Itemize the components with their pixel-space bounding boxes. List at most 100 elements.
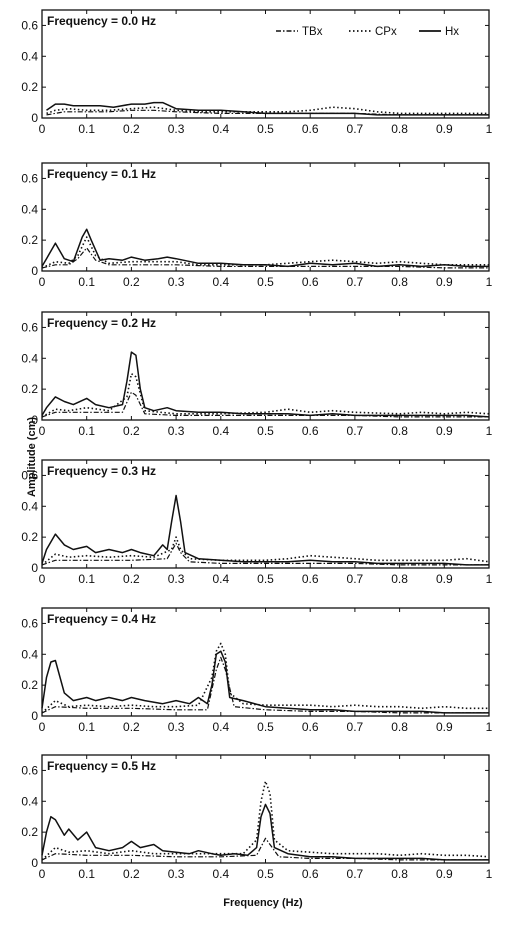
x-tick-label: 0.2 (123, 867, 140, 881)
x-tick-label: 0.8 (391, 122, 408, 136)
legend-label-hx: Hx (445, 26, 459, 38)
series-line-cpx (41, 780, 490, 861)
x-tick-label: 0.9 (436, 122, 453, 136)
x-tick-label: 0.5 (257, 424, 274, 438)
x-tick-label: 0.3 (168, 867, 185, 881)
x-tick-label: 0.4 (212, 424, 229, 438)
series-line-hx (41, 494, 489, 566)
panel-title: Frequency = 0.4 Hz (47, 612, 156, 626)
panel-4: 0 0.1 0.2 0.3 0.4 0.5 0.6 0.7 0.8 0.9 1 0 0.2 0.4 0.6 F… (21, 607, 493, 734)
x-tick-label: 1 (486, 275, 493, 289)
y-tick-label: 0.2 (21, 80, 38, 94)
x-tick-label: 0.9 (436, 275, 453, 289)
x-tick-label: 0.9 (436, 572, 453, 586)
legend-label-cpx: CPx (375, 26, 397, 38)
x-tick-label: 0.4 (212, 720, 229, 734)
x-tick-label: 1 (486, 720, 493, 734)
series-line-tbx (46, 109, 489, 116)
panel-2: 0 0.1 0.2 0.3 0.4 0.5 0.6 0.7 0.8 0.9 1 0 0.2 0.4 0.6 F… (21, 311, 493, 438)
panel-title: Frequency = 0.3 Hz (47, 464, 156, 478)
series-line-hx (41, 650, 489, 714)
x-tick-label: 0.5 (257, 720, 274, 734)
y-tick-label: 0.6 (21, 171, 38, 185)
y-tick-label: 0.2 (21, 825, 38, 839)
x-tick-label: 0.3 (168, 720, 185, 734)
y-tick-label: 0 (31, 111, 38, 125)
x-tick-label: 0.2 (123, 275, 140, 289)
y-tick-label: 0.6 (21, 763, 38, 777)
y-axis-label: Amplitude (cm) (26, 417, 38, 497)
x-tick-label: 0.7 (347, 720, 364, 734)
series-line-hx (41, 351, 490, 418)
y-tick-label: 0.2 (21, 678, 38, 692)
y-tick-label: 0 (31, 856, 38, 870)
y-tick-label: 0.4 (21, 499, 38, 513)
series-line-cpx (41, 372, 490, 418)
x-tick-label: 0 (39, 122, 46, 136)
x-tick-label: 0.7 (347, 275, 364, 289)
y-tick-label: 0.4 (21, 351, 38, 365)
x-tick-label: 0.3 (168, 275, 185, 289)
x-tick-label: 0.5 (257, 867, 274, 881)
series-line-cpx (46, 106, 489, 115)
x-tick-label: 0.9 (436, 867, 453, 881)
legend: TBx CPx Hx (276, 26, 459, 38)
y-tick-label: 0.4 (21, 794, 38, 808)
y-tick-label: 0 (31, 264, 38, 278)
panel-0: 0 0.1 0.2 0.3 0.4 0.5 0.6 0.7 0.8 0.9 1 0 0.2 0.4 0.6 F… (21, 9, 493, 136)
x-tick-label: 0.3 (168, 424, 185, 438)
y-tick-label: 0.4 (21, 49, 38, 63)
x-tick-label: 0.6 (302, 424, 319, 438)
x-tick-label: 0.6 (302, 275, 319, 289)
x-tick-label: 0.2 (123, 572, 140, 586)
x-tick-label: 1 (486, 424, 493, 438)
y-tick-label: 0 (31, 709, 38, 723)
x-tick-label: 0.4 (212, 275, 229, 289)
series-line-tbx (41, 542, 489, 566)
x-tick-label: 0.2 (123, 424, 140, 438)
panel-title: Frequency = 0.1 Hz (47, 167, 156, 181)
panel-3: 0 0.1 0.2 0.3 0.4 0.5 0.6 0.7 0.8 0.9 1 0 0.2 0.4 0.6 F… (21, 459, 493, 586)
x-tick-label: 0.6 (302, 867, 319, 881)
x-tick-label: 0.1 (78, 572, 95, 586)
x-tick-label: 0.1 (78, 122, 95, 136)
y-tick-label: 0.2 (21, 382, 38, 396)
x-tick-label: 0 (39, 867, 46, 881)
x-tick-label: 0.1 (78, 867, 95, 881)
x-tick-label: 1 (486, 867, 493, 881)
y-tick-label: 0.6 (21, 468, 38, 482)
x-tick-label: 0.5 (257, 122, 274, 136)
x-tick-label: 0.4 (212, 867, 229, 881)
x-tick-label: 0.6 (302, 122, 319, 136)
x-tick-label: 0.8 (391, 867, 408, 881)
x-tick-label: 0.3 (168, 122, 185, 136)
x-tick-label: 0.7 (347, 424, 364, 438)
panel-5: 0 0.1 0.2 0.3 0.4 0.5 0.6 0.7 0.8 0.9 1 0 0.2 0.4 0.6 F… (21, 754, 493, 881)
x-tick-label: 0.8 (391, 424, 408, 438)
x-tick-label: 0.7 (347, 122, 364, 136)
x-tick-label: 0 (39, 424, 46, 438)
panel-title: Frequency = 0.2 Hz (47, 316, 156, 330)
x-tick-label: 0.7 (347, 572, 364, 586)
x-axis-label: Frequency (Hz) (223, 897, 303, 909)
y-tick-label: 0.2 (21, 233, 38, 247)
panel-title: Frequency = 0.5 Hz (47, 759, 156, 773)
x-tick-label: 0.2 (123, 122, 140, 136)
x-tick-label: 0.1 (78, 720, 95, 734)
series-line-tbx (41, 656, 489, 714)
x-tick-label: 0.6 (302, 720, 319, 734)
x-tick-label: 1 (486, 572, 493, 586)
x-tick-label: 0.9 (436, 720, 453, 734)
x-tick-label: 1 (486, 122, 493, 136)
series-line-hx (41, 803, 489, 861)
x-tick-label: 0.4 (212, 572, 229, 586)
y-tick-label: 0 (31, 561, 38, 575)
x-tick-label: 0 (39, 275, 46, 289)
y-tick-label: 0.6 (21, 320, 38, 334)
x-tick-label: 0.8 (391, 275, 408, 289)
y-tick-label: 0.4 (21, 202, 38, 216)
panel-title: Frequency = 0.0 Hz (47, 14, 156, 28)
x-tick-label: 0.3 (168, 572, 185, 586)
series-line-cpx (41, 236, 489, 269)
